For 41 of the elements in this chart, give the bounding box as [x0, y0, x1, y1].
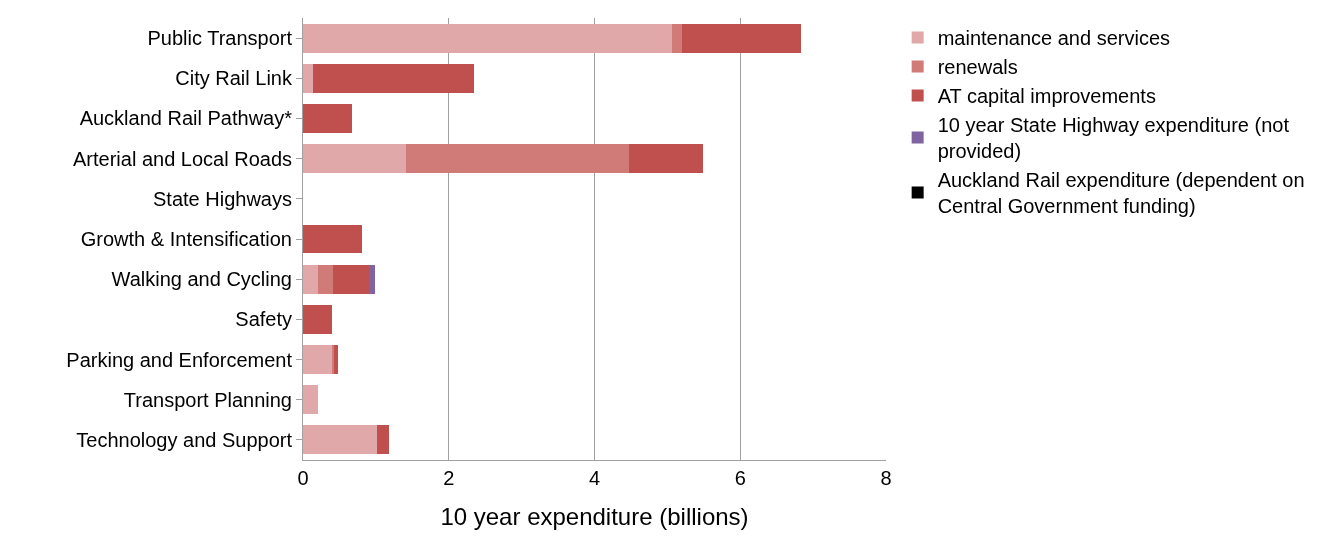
- bar: [368, 264, 376, 294]
- bar: [313, 63, 475, 93]
- x-tick-label: 0: [297, 467, 309, 489]
- bar: [405, 144, 629, 174]
- legend-label: AT capital improvements: [937, 85, 1156, 108]
- legend-label: maintenance and services: [937, 27, 1171, 50]
- bar: [681, 23, 801, 53]
- x-tick-label: 6: [734, 467, 746, 489]
- y-tick-label: Transport Planning: [123, 388, 292, 411]
- legend-label: 10 year State Highway expenditure (not provided): [937, 114, 1290, 163]
- bar: [303, 264, 318, 294]
- y-tick-label: Auckland Rail Pathway*: [79, 107, 293, 130]
- y-tick-label: City Rail Link: [175, 67, 293, 90]
- y-tick-label: Safety: [235, 308, 292, 331]
- bar: [303, 103, 352, 133]
- bar: [672, 23, 682, 53]
- bar: [303, 23, 673, 53]
- bar: [303, 144, 406, 174]
- x-axis-title: 10 year expenditure (billions): [440, 503, 749, 531]
- y-tick-label: Public Transport: [147, 27, 293, 50]
- legend-label: Auckland Rail expenditure (dependent on Central Government funding): [937, 169, 1305, 218]
- bar: [332, 264, 369, 294]
- bar: [303, 385, 319, 415]
- x-tick-label: 8: [880, 467, 892, 489]
- x-tick-label: 2: [443, 467, 455, 489]
- bar: [303, 304, 333, 334]
- y-tick-label: Walking and Cycling: [111, 268, 292, 291]
- bar: [303, 345, 333, 375]
- y-tick-label: Parking and Enforcement: [66, 348, 293, 371]
- y-tick-label: Growth & Intensification: [80, 228, 292, 250]
- legend-label: renewals: [937, 56, 1018, 79]
- y-tick-label: Arterial and Local Roads: [72, 147, 292, 170]
- bar: [628, 144, 704, 174]
- bar: [376, 425, 389, 455]
- y-tick-label: State Highways: [153, 187, 292, 210]
- x-tick-label: 4: [588, 467, 601, 489]
- y-tick-label: Technology and Support: [76, 428, 293, 451]
- bar: [303, 63, 314, 93]
- bar: [303, 425, 377, 455]
- bar: [303, 224, 363, 254]
- bar: [317, 264, 333, 294]
